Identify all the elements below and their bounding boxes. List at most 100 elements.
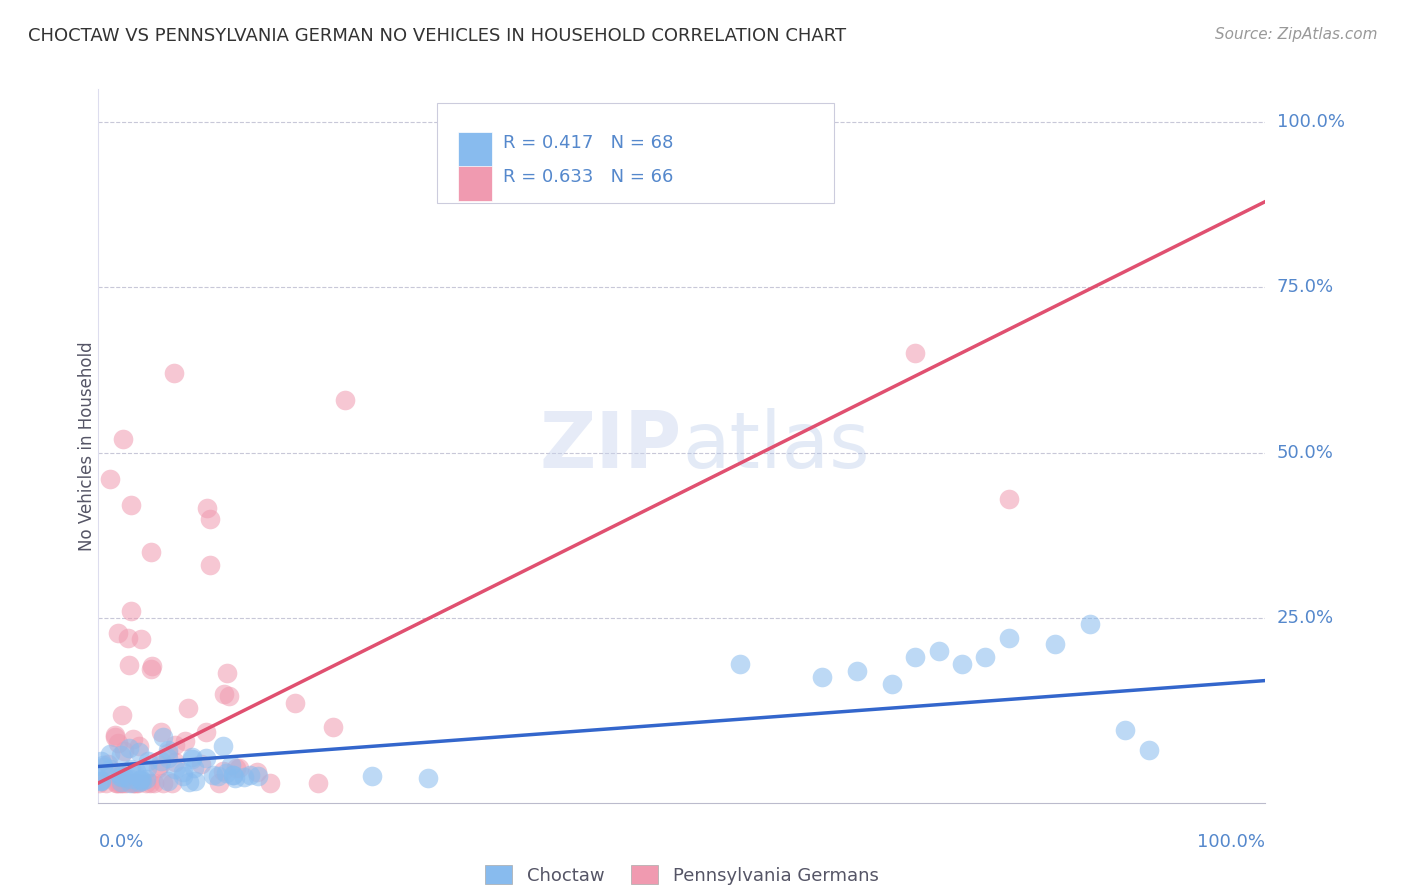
Point [165,762,187,776]
Point [152,730,174,744]
Point [111,433,134,447]
Text: R = 0.417   N = 68: R = 0.417 N = 68 [503,134,673,153]
Point [160,776,183,790]
Point [183,761,205,775]
Point [98,472,121,486]
Point [107,765,129,780]
Point [110,776,132,790]
Point [222,768,245,782]
Point [997,631,1019,645]
Point [110,747,132,762]
Point [997,491,1019,506]
Point [180,750,202,764]
Point [89,773,111,788]
Point [124,767,146,781]
Point [108,769,131,783]
Point [246,765,269,780]
Point [139,545,162,559]
Point [131,773,153,788]
Point [228,761,250,775]
Text: 25.0%: 25.0% [1277,609,1334,627]
Point [122,776,145,790]
Point [91,758,114,772]
Point [173,734,195,748]
Point [125,764,148,778]
Point [120,604,142,618]
Point [418,772,440,786]
Point [97,756,120,771]
Point [90,755,112,769]
Point [195,501,218,516]
Point [194,724,217,739]
Point [114,776,136,790]
Text: R = 0.633   N = 66: R = 0.633 N = 66 [503,169,673,186]
Point [107,736,129,750]
Point [118,658,141,673]
Point [118,740,141,755]
Point [207,769,229,783]
Point [194,751,217,765]
Legend: Choctaw, Pennsylvania Germans: Choctaw, Pennsylvania Germans [477,856,887,892]
Point [96,776,118,790]
Point [128,745,150,759]
Point [150,754,173,768]
Point [110,708,132,723]
Point [202,768,225,782]
Point [165,739,187,753]
Point [93,759,115,773]
Point [198,511,221,525]
Point [1114,723,1136,738]
Point [308,776,330,790]
Point [215,766,238,780]
Point [156,774,179,789]
FancyBboxPatch shape [458,166,492,201]
Point [172,769,194,783]
Point [128,775,150,789]
Text: 0.0%: 0.0% [98,833,143,851]
Point [129,632,152,647]
Point [110,770,132,784]
Point [120,762,142,776]
Point [112,744,135,758]
Point [135,772,157,786]
FancyBboxPatch shape [437,103,834,203]
Point [163,367,186,381]
Point [212,764,235,779]
Point [225,761,247,775]
Point [218,690,240,704]
Point [108,776,131,790]
Point [928,644,950,658]
Point [177,701,200,715]
Point [198,558,221,572]
Point [247,769,270,783]
Point [120,499,142,513]
Point [138,776,160,790]
Point [124,776,146,790]
Point [149,758,172,772]
Point [152,776,174,790]
Point [1045,637,1067,651]
Point [259,776,281,790]
Point [104,730,127,744]
Point [238,768,260,782]
Point [135,776,157,790]
Point [811,670,834,684]
Point [845,664,868,678]
Point [950,657,973,671]
Point [157,751,180,765]
Point [184,774,207,789]
Point [163,755,186,769]
Point [730,657,752,671]
Point [100,747,122,761]
Point [110,774,132,789]
Point [100,762,122,776]
Point [172,764,194,779]
Point [107,626,129,640]
Point [207,776,229,790]
FancyBboxPatch shape [458,132,492,167]
Point [219,758,242,772]
Text: atlas: atlas [682,408,869,484]
Point [904,346,927,360]
Point [179,775,201,789]
Point [136,754,159,768]
